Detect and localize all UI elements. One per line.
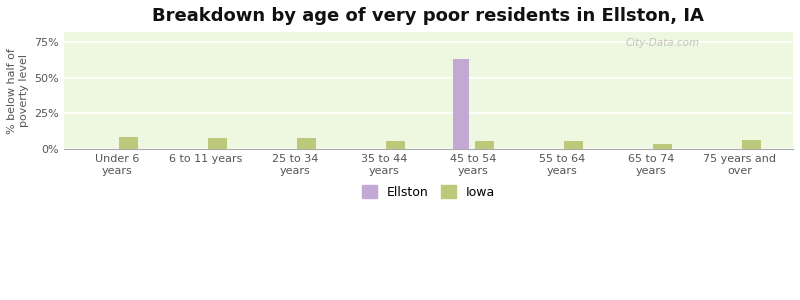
Bar <box>475 141 494 149</box>
Bar <box>653 144 672 149</box>
Bar <box>564 141 582 149</box>
Bar <box>742 140 761 149</box>
Bar <box>119 137 138 149</box>
Y-axis label: % below half of
poverty level: % below half of poverty level <box>7 48 29 134</box>
Legend: Ellston, Iowa: Ellston, Iowa <box>357 180 500 204</box>
Text: City-Data.com: City-Data.com <box>626 38 699 48</box>
Bar <box>454 59 470 149</box>
Bar <box>208 139 227 149</box>
Bar <box>297 138 316 149</box>
Title: Breakdown by age of very poor residents in Ellston, IA: Breakdown by age of very poor residents … <box>153 7 704 25</box>
Bar <box>386 141 405 149</box>
